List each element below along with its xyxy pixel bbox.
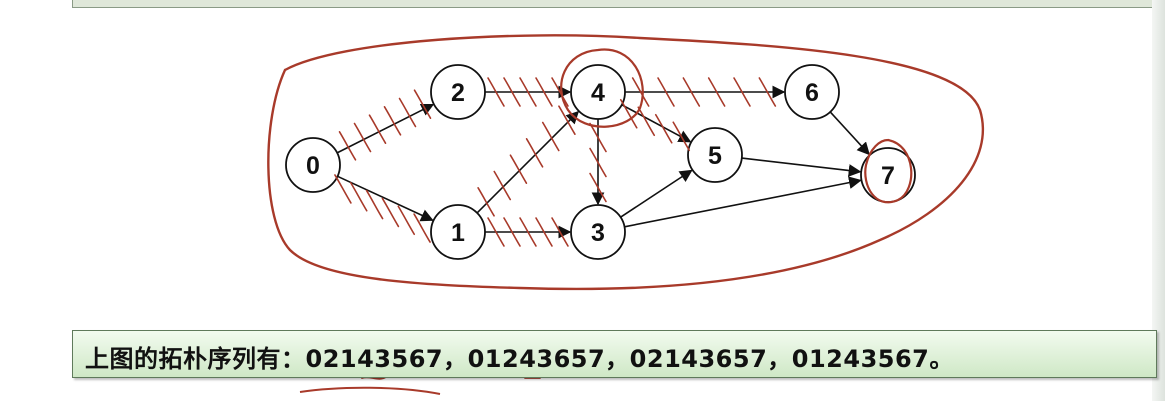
edge-4-5 (621, 104, 692, 143)
hatch-4-3-2 (589, 172, 607, 203)
hatch-2-4-4 (551, 77, 569, 107)
node-circle-2 (430, 64, 486, 120)
hatch-0-1-0 (334, 174, 352, 204)
node-label-6: 6 (805, 79, 819, 107)
node-circle-6 (784, 64, 840, 120)
node-7-circle-annotation (864, 138, 913, 204)
hatch-4-6-1 (657, 77, 675, 107)
node-0: 0 (285, 137, 341, 193)
hatch-1-3-1 (503, 217, 521, 247)
enclosing-loop-annotation (267, 34, 985, 291)
edge-5-7 (741, 157, 862, 177)
hatch-0-2-0 (338, 131, 357, 161)
node-label-5: 5 (708, 142, 722, 170)
right-frame-edge (1152, 0, 1165, 401)
hatch-4-6-5 (758, 77, 777, 107)
hatch-4-3-1 (589, 147, 607, 178)
hatch-1-4-1 (493, 170, 512, 201)
node-circle-1 (430, 204, 486, 260)
hatch-4-5-1 (637, 106, 656, 137)
node-label-4: 4 (591, 79, 605, 107)
hatch-4-6-0 (631, 77, 650, 107)
hatch-4-5-3 (672, 121, 691, 152)
hatch-1-3-0 (487, 217, 505, 247)
edge-3-5 (620, 169, 693, 218)
annotation-layer (267, 34, 985, 380)
node-layer: 0 1 2 3 4 5 6 7 (285, 64, 916, 260)
node-circle-5 (687, 127, 743, 183)
hatch-4-6-3 (707, 77, 726, 107)
hatch-4-3-0 (589, 122, 607, 153)
hatch-2-4-3 (535, 77, 553, 107)
hatch-0-2-5 (413, 89, 432, 119)
hatch-0-2-3 (383, 106, 402, 136)
node-4: 4 (570, 64, 626, 120)
node-1: 1 (430, 204, 486, 260)
node-4-circle-annotation (560, 48, 644, 128)
hatch-1-4-2 (509, 154, 528, 184)
edge-0-2 (336, 103, 435, 154)
hatch-2-4-1 (503, 77, 521, 107)
node-5: 5 (687, 127, 743, 183)
caption-text: 上图的拓朴序列有：02143567，01243657，02143657，0124… (85, 345, 954, 373)
hatch-1-4-5 (558, 105, 576, 135)
node-circle-3 (570, 204, 626, 260)
hatch-4-5-2 (654, 113, 673, 144)
hatch-1-3-2 (519, 217, 537, 247)
node-2: 2 (430, 64, 486, 120)
hatch-4-6-2 (682, 77, 701, 107)
hatch-4-6-4 (733, 77, 751, 107)
hatch-0-1-4 (397, 205, 416, 236)
hatch-2-4-2 (519, 77, 537, 107)
edge-1-4 (476, 110, 580, 214)
hatch-4-5-0 (619, 98, 638, 129)
hatch-0-2-1 (353, 122, 372, 153)
node-circle-0 (285, 137, 341, 193)
hatch-0-1-1 (349, 181, 368, 212)
hatch-0-1-2 (365, 189, 384, 220)
hatch-1-4-4 (541, 121, 560, 152)
edge-3-7 (624, 176, 862, 228)
node-label-0: 0 (306, 152, 320, 180)
edge-0-1 (337, 175, 434, 222)
bottom-annotation-stroke (299, 386, 441, 395)
node-circle-4 (570, 64, 626, 120)
edge-6-7 (829, 111, 870, 156)
node-3: 3 (570, 204, 626, 260)
hatch-1-4-0 (477, 187, 495, 217)
hatch-0-1-5 (413, 213, 431, 243)
hatch-2-4-0 (487, 77, 505, 107)
caption-box: 上图的拓朴序列有：02143567，01243657，02143657，0124… (72, 330, 1157, 378)
hatch-1-4-3 (525, 138, 544, 168)
node-label-3: 3 (591, 219, 605, 247)
hatch-1-3-4 (551, 217, 569, 247)
node-label-7: 7 (881, 162, 895, 190)
hatch-0-2-4 (398, 97, 417, 128)
hatch-0-2-2 (368, 114, 387, 144)
node-label-2: 2 (451, 79, 465, 107)
node-label-1: 1 (451, 219, 465, 247)
node-6: 6 (784, 64, 840, 120)
hatch-0-1-3 (381, 197, 400, 228)
hatch-1-3-3 (535, 217, 553, 247)
